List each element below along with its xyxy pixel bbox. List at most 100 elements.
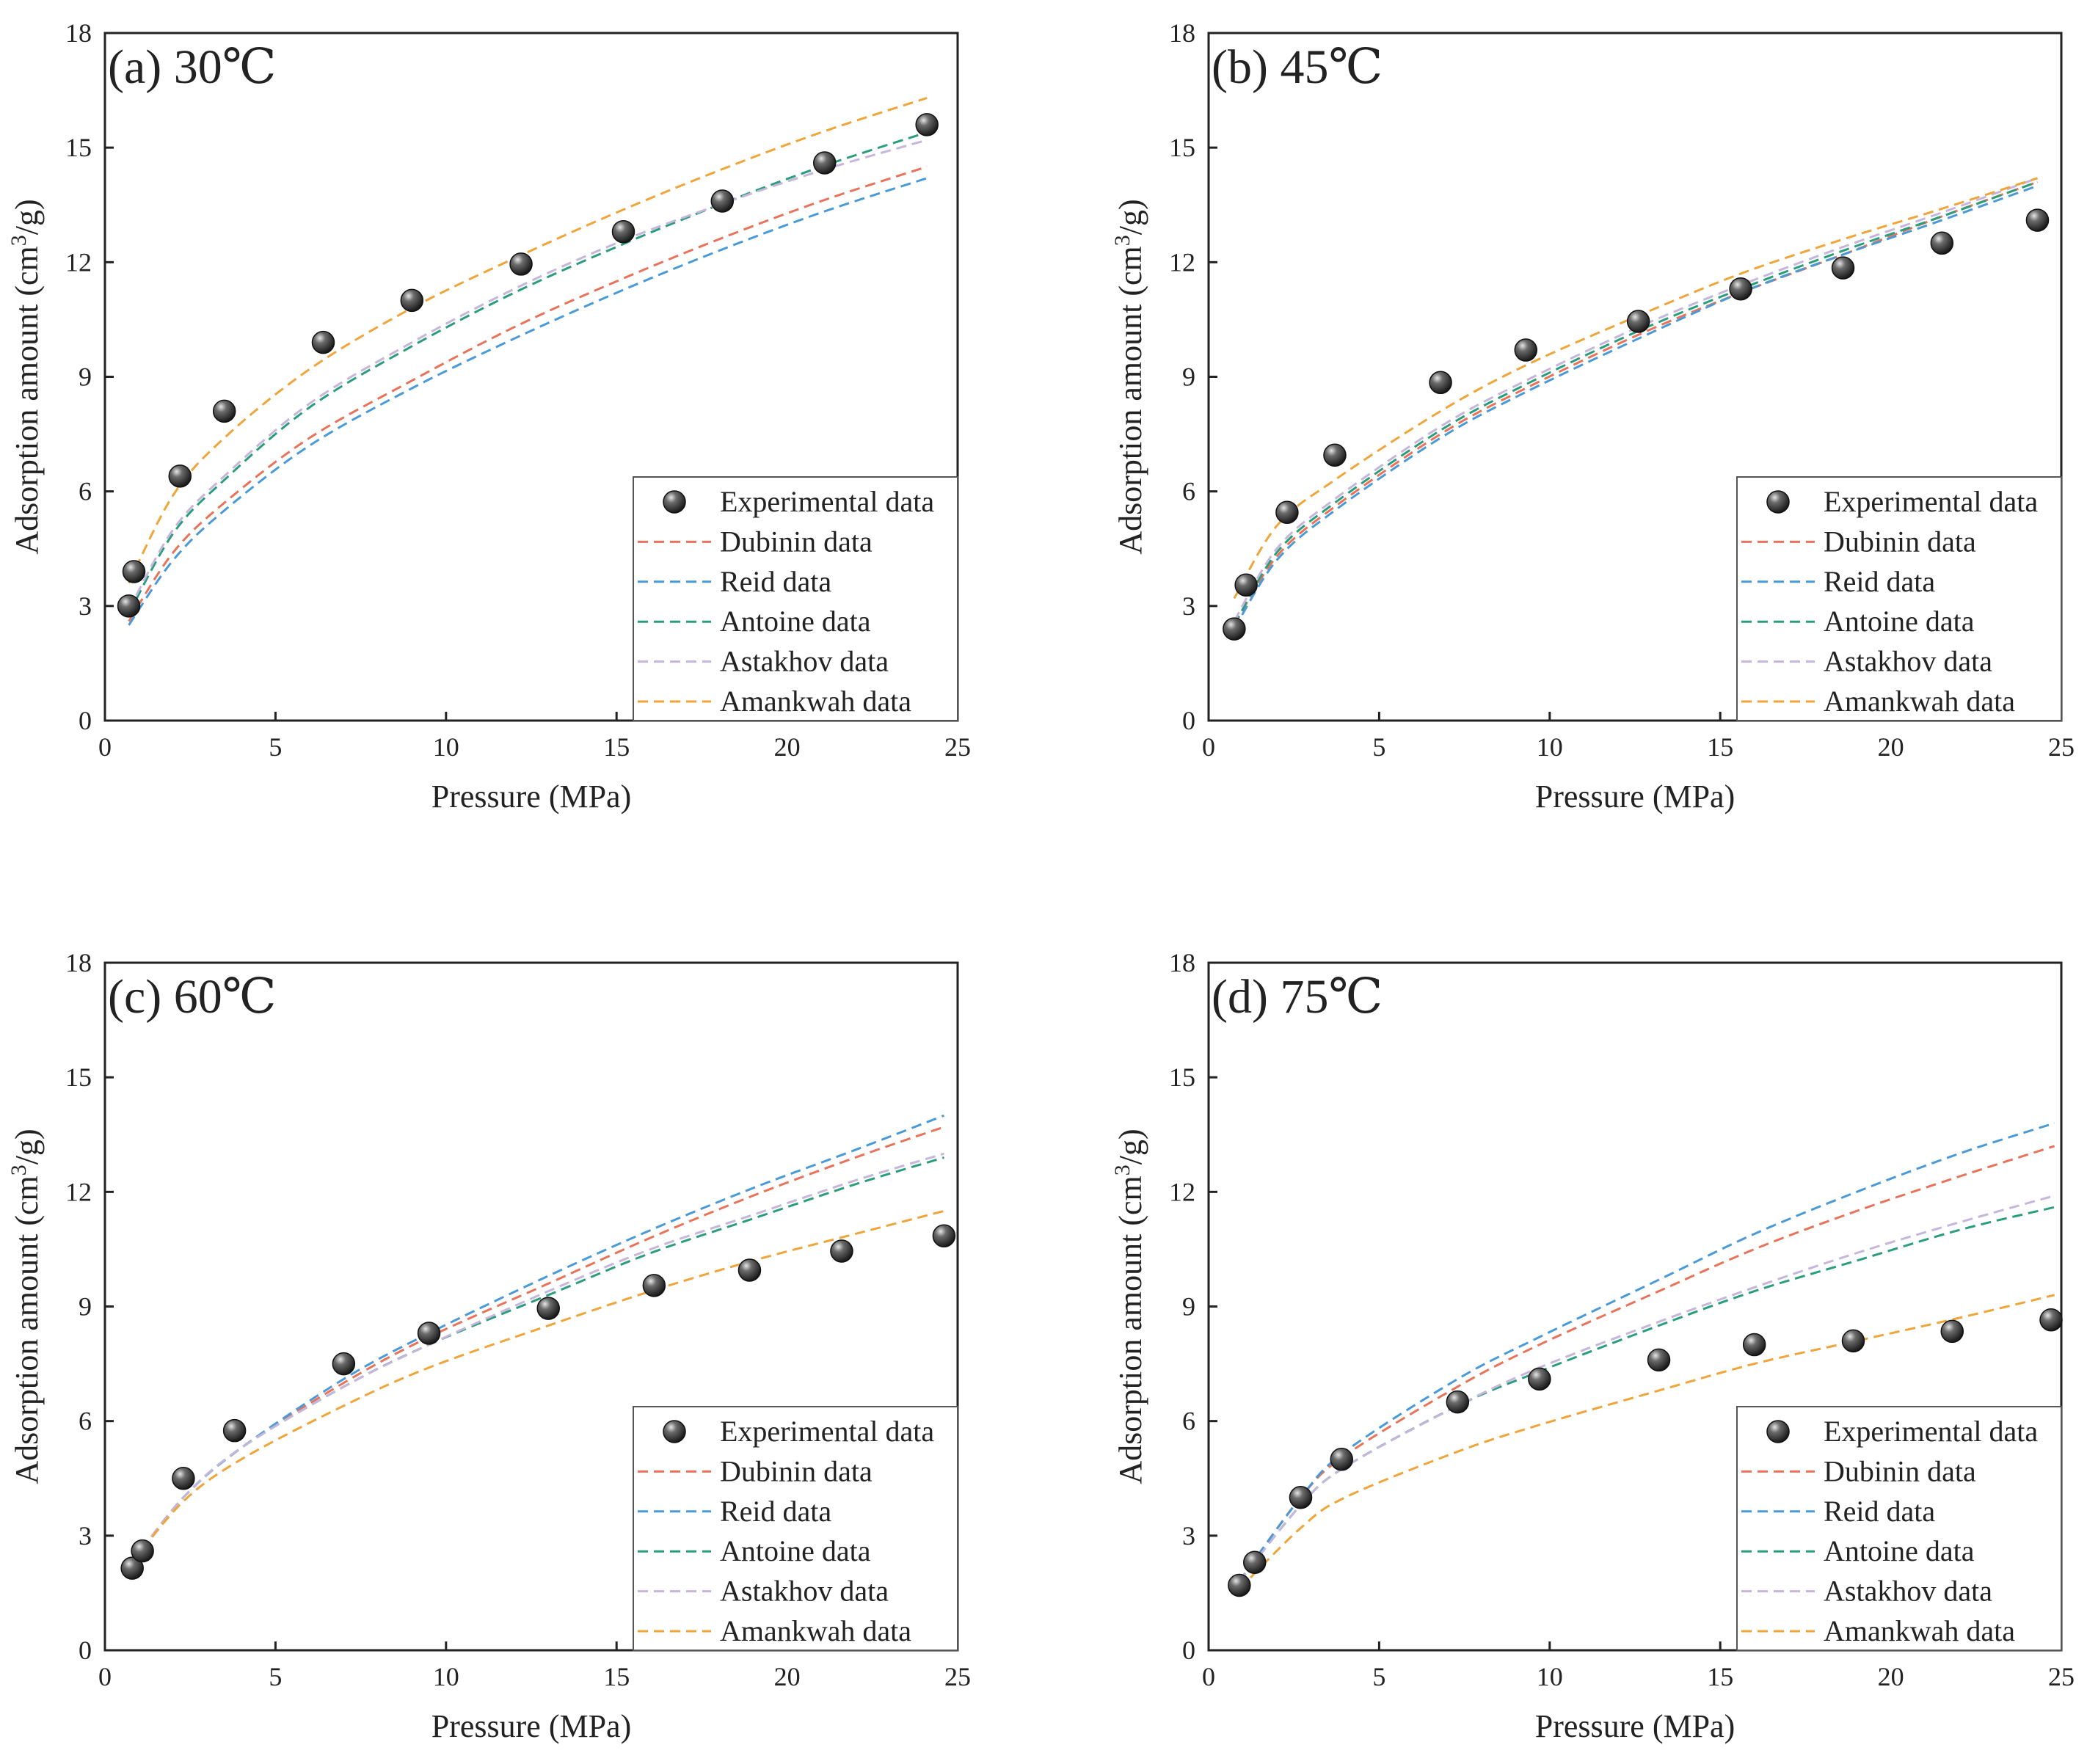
y-tick-label: 15 [65,1063,92,1092]
x-tick-label: 15 [603,732,630,762]
experimental-point [1930,231,1954,255]
legend-label: Astakhov data [1824,1575,1992,1608]
legend-label: Amankwah data [720,1614,911,1647]
series-antoine-line [1233,181,2038,626]
panel-title: (b) 45℃ [1212,40,1383,94]
legend-label: Astakhov data [720,645,889,678]
legend-label: Amankwah data [1824,1614,2015,1647]
y-tick-label: 15 [1169,133,1195,162]
y-axis-title-main: Adsorption amount (cm [1112,1176,1148,1484]
x-tick-label: 25 [944,1662,971,1691]
legend-label: Astakhov data [720,1575,889,1608]
x-tick-label: 25 [944,732,971,762]
y-tick-label: 0 [79,1636,92,1665]
legend-box [633,1406,958,1651]
legend-label: Antoine data [1824,1534,1975,1567]
x-tick-label: 15 [1707,732,1733,762]
experimental-point [812,151,837,175]
experimental-point [417,1322,441,1345]
legend-label: Antoine data [720,1534,871,1567]
legend-marker [663,490,686,514]
legend-label: Antoine data [1824,605,1975,638]
legend-marker [1766,1420,1790,1443]
legend-label: Reid data [720,1495,831,1528]
y-tick-label: 3 [79,1521,92,1550]
panel-title: (c) 60℃ [108,970,277,1024]
y-tick-label: 9 [1182,362,1195,392]
legend: Experimental data Dubinin data Reid data An… [633,476,958,721]
y-tick-label: 9 [79,362,92,392]
legend-label: Dubinin data [1824,1454,1976,1487]
legend-label: Amankwah data [720,685,911,718]
experimental-point [131,1539,154,1563]
y-axis-title: Adsorption amount (cm3/g) [1110,1129,1148,1484]
x-tick-label: 0 [98,732,112,762]
panel-d: 0 5 10 15 20 25 0 3 6 9 12 15 18 Pressure (MPa) Adsorp… [1110,948,2075,1744]
experimental-point [311,330,335,354]
experimental-point [1626,310,1650,333]
experimental-point [2039,1308,2063,1332]
y-axis-title-sup: 3 [7,1165,31,1176]
x-tick-label: 5 [269,1662,282,1691]
y-tick-label: 12 [1169,247,1195,277]
legend-label: Reid data [720,565,831,598]
x-tick-label: 10 [433,1662,459,1691]
experimental-point [168,464,192,488]
y-tick-label: 9 [79,1292,92,1322]
y-axis-title-sup: 3 [1110,235,1134,246]
y-axis-title: Adsorption amount (cm3/g) [7,1129,45,1484]
panel-title: (a) 30℃ [108,40,277,94]
y-axis-title: Adsorption amount (cm3/g) [7,199,45,554]
x-axis-title: Pressure (MPa) [1535,1708,1735,1744]
y-axis-title: Adsorption amount (cm3/g) [1110,199,1148,554]
x-tick-label: 5 [1372,732,1385,762]
legend-label: Astakhov data [1824,645,1992,678]
series-reid-line [1233,184,2038,630]
experimental-point [830,1239,853,1263]
legend-label: Amankwah data [1824,685,2015,718]
y-tick-label: 12 [65,247,92,277]
experimental-point [1275,500,1299,525]
y-tick-label: 15 [65,133,92,162]
y-tick-label: 6 [1182,477,1195,506]
y-tick-label: 3 [1182,591,1195,621]
experimental-point [737,1258,762,1282]
series-dubinin-line [128,165,928,622]
x-tick-label: 0 [1202,732,1215,762]
experimental-point [1841,1329,1865,1353]
legend: Experimental data Dubinin data Reid data An… [1736,1406,2062,1651]
x-tick-label: 20 [774,732,801,762]
experimental-point [1742,1333,1766,1357]
y-axis-title-main: Adsorption amount (cm [9,1176,45,1484]
x-tick-label: 15 [1707,1662,1733,1691]
experimental-point [1647,1348,1671,1372]
y-axis-title-main: Adsorption amount (cm [1112,246,1148,554]
experimental-point [932,1224,956,1247]
series-astakhov-line [128,139,928,611]
legend-label: Experimental data [720,485,934,518]
y-tick-label: 0 [79,706,92,735]
experimental-point [1831,256,1855,280]
series-astakhov-line [131,1152,944,1564]
y-tick-label: 0 [1182,706,1195,735]
series-reid-line [1238,1122,2055,1583]
legend-label: Experimental data [720,1415,934,1448]
x-tick-label: 10 [1537,1662,1563,1691]
legend-marker [1766,490,1790,514]
legend-marker [663,1420,686,1443]
experimental-point [120,1556,144,1580]
y-tick-label: 3 [1182,1521,1195,1550]
experimental-point [332,1352,356,1376]
series-astakhov-line [1233,177,2038,622]
y-tick-label: 12 [1169,1177,1195,1206]
y-tick-label: 18 [1169,948,1195,977]
series-dubinin-line [1233,181,2038,626]
series-reid-line [128,177,928,626]
experimental-point [222,1418,247,1443]
legend: Experimental data Dubinin data Reid data An… [633,1406,958,1651]
experimental-point [1223,617,1246,641]
series-antoine-line [128,131,928,614]
y-tick-label: 9 [1182,1292,1195,1322]
legend-label: Reid data [1824,1495,1935,1528]
